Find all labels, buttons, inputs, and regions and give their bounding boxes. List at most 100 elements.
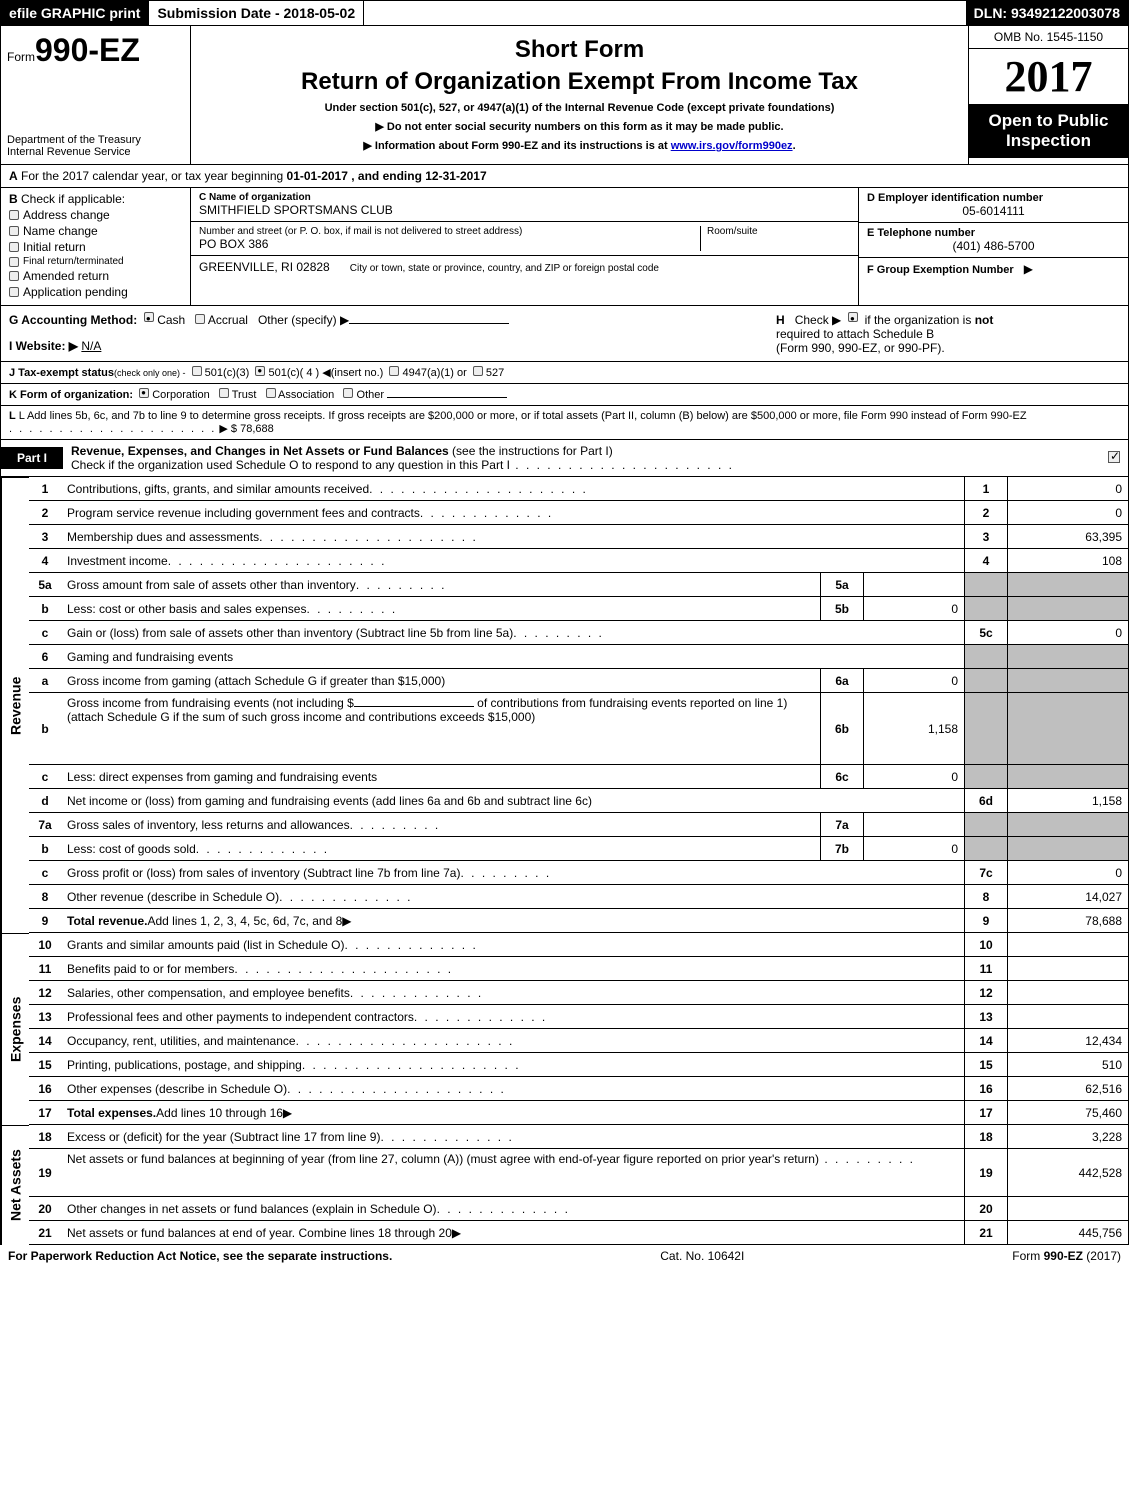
- checkbox-initial-return[interactable]: Initial return: [9, 240, 182, 254]
- checkbox-final-return[interactable]: Final return/terminated: [9, 256, 182, 267]
- dots-filler: [342, 914, 353, 928]
- radio-icon: [9, 210, 19, 220]
- dots-filler: [196, 842, 329, 856]
- line-main-no: 18: [964, 1125, 1008, 1149]
- checkbox-name-change[interactable]: Name change: [9, 224, 182, 238]
- line-desc: Other expenses (describe in Schedule O): [61, 1077, 964, 1101]
- line-number: c: [29, 765, 61, 789]
- city-row: GREENVILLE, RI 02828 City or town, state…: [191, 256, 858, 278]
- radio-icon[interactable]: [195, 314, 205, 324]
- radio-icon[interactable]: [255, 366, 265, 376]
- line-main-no: 6d: [964, 789, 1008, 813]
- line-main-val: 62,516: [1008, 1077, 1128, 1101]
- checkbox-label: Final return/terminated: [23, 256, 124, 267]
- tax-year-begin: 01-01-2017: [287, 169, 348, 183]
- part-1-grid: Revenue 1 Contributions, gifts, grants, …: [0, 477, 1129, 1245]
- line-desc-text: Occupancy, rent, utilities, and maintena…: [67, 1034, 296, 1048]
- checkbox-icon[interactable]: [848, 312, 858, 322]
- line-main-val: 63,395: [1008, 525, 1128, 549]
- line-gray-cell: [1008, 813, 1128, 837]
- line-main-no: 9: [964, 909, 1008, 933]
- line-main-no: 5c: [964, 621, 1008, 645]
- line-desc-text: Gross amount from sale of assets other t…: [67, 578, 356, 592]
- line-main-no: 17: [964, 1101, 1008, 1125]
- line-desc: Excess or (deficit) for the year (Subtra…: [61, 1125, 964, 1149]
- radio-icon[interactable]: [473, 366, 483, 376]
- line-main-no: 7c: [964, 861, 1008, 885]
- line-desc-text: Other revenue (describe in Schedule O): [67, 890, 279, 904]
- opt-501c: 501(c)( 4 ): [268, 367, 319, 379]
- line-main-no: 2: [964, 501, 1008, 525]
- radio-icon[interactable]: [139, 388, 149, 398]
- footer-form-ref: Form 990-EZ (2017): [1012, 1249, 1121, 1263]
- line-6b-amount-input[interactable]: [354, 706, 474, 707]
- part-1-tag: Part I: [1, 447, 63, 469]
- line-number: 10: [29, 933, 61, 957]
- part-1-schedule-o-check[interactable]: [1108, 451, 1128, 466]
- line-desc-text: Net assets or fund balances at end of ye…: [67, 1226, 452, 1240]
- checkbox-label: Amended return: [23, 269, 109, 283]
- line-main-no: 11: [964, 957, 1008, 981]
- line-desc: Membership dues and assessments: [61, 525, 964, 549]
- org-trust: Trust: [232, 389, 257, 401]
- line-desc: Occupancy, rent, utilities, and maintena…: [61, 1029, 964, 1053]
- line-number: 21: [29, 1221, 61, 1245]
- line-main-val: 14,027: [1008, 885, 1128, 909]
- line-desc-text: Printing, publications, postage, and shi…: [67, 1058, 302, 1072]
- line-gray-cell: [964, 645, 1008, 669]
- radio-icon[interactable]: [266, 388, 276, 398]
- radio-icon[interactable]: [144, 312, 154, 322]
- accounting-other: Other (specify) ▶: [258, 313, 349, 327]
- open-to-public-badge: Open to Public Inspection: [969, 105, 1128, 158]
- line-desc-text: Less: direct expenses from gaming and fu…: [67, 770, 377, 784]
- part-1-title-block: Revenue, Expenses, and Changes in Net As…: [63, 440, 1108, 476]
- line-desc: Gross profit or (loss) from sales of inv…: [61, 861, 964, 885]
- checkbox-application-pending[interactable]: Application pending: [9, 285, 182, 299]
- checkbox-amended-return[interactable]: Amended return: [9, 269, 182, 283]
- org-corp: Corporation: [152, 389, 209, 401]
- line-number: b: [29, 837, 61, 861]
- dots-filler: [380, 1130, 513, 1144]
- line-number: 18: [29, 1125, 61, 1149]
- line-gray-cell: [964, 837, 1008, 861]
- line-main-no: 1: [964, 477, 1008, 501]
- line-gray-cell: [964, 669, 1008, 693]
- dots-filler: [296, 1034, 515, 1048]
- line-number: 17: [29, 1101, 61, 1125]
- dots-filler: [369, 482, 588, 496]
- line-desc-text: Less: cost or other basis and sales expe…: [67, 602, 306, 616]
- line-desc: Gross amount from sale of assets other t…: [61, 573, 820, 597]
- radio-icon[interactable]: [343, 388, 353, 398]
- radio-icon[interactable]: [389, 366, 399, 376]
- line-desc-text: Program service revenue including govern…: [67, 506, 420, 520]
- org-other-input[interactable]: [387, 397, 507, 398]
- line-main-no: 15: [964, 1053, 1008, 1077]
- opt-527: 527: [486, 367, 504, 379]
- dots-filler: [452, 1226, 463, 1240]
- section-l-amount: $ 78,688: [231, 423, 274, 435]
- part-1-header: Part I Revenue, Expenses, and Changes in…: [0, 440, 1129, 477]
- street-row: Number and street (or P. O. box, if mail…: [191, 222, 858, 256]
- expenses-section-label: Expenses: [1, 933, 29, 1125]
- radio-icon[interactable]: [219, 388, 229, 398]
- line-desc: Total revenue. Add lines 1, 2, 3, 4, 5c,…: [61, 909, 964, 933]
- line-main-val: 3,228: [1008, 1125, 1128, 1149]
- line-desc-text: Gross sales of inventory, less returns a…: [67, 818, 350, 832]
- line-main-no: 8: [964, 885, 1008, 909]
- section-b-block: B Check if applicable: Address change Na…: [0, 188, 1129, 306]
- irs-form-link[interactable]: www.irs.gov/form990ez: [671, 140, 793, 152]
- line-sub-val: 0: [864, 765, 964, 789]
- checkbox-address-change[interactable]: Address change: [9, 208, 182, 222]
- line-gray-cell: [964, 573, 1008, 597]
- efile-print-label[interactable]: efile GRAPHIC print: [1, 1, 148, 25]
- radio-icon[interactable]: [192, 366, 202, 376]
- line-sub-no: 5b: [820, 597, 864, 621]
- radio-icon: [9, 242, 19, 252]
- line-desc: Net assets or fund balances at end of ye…: [61, 1221, 964, 1245]
- form-header: Form990-EZ Department of the Treasury In…: [0, 26, 1129, 165]
- radio-icon: [9, 271, 19, 281]
- tax-year: 2017: [969, 49, 1128, 105]
- accounting-other-input[interactable]: [349, 323, 509, 324]
- line-desc-text: Excess or (deficit) for the year (Subtra…: [67, 1130, 380, 1144]
- section-b-checkboxes: B Check if applicable: Address change Na…: [1, 188, 191, 305]
